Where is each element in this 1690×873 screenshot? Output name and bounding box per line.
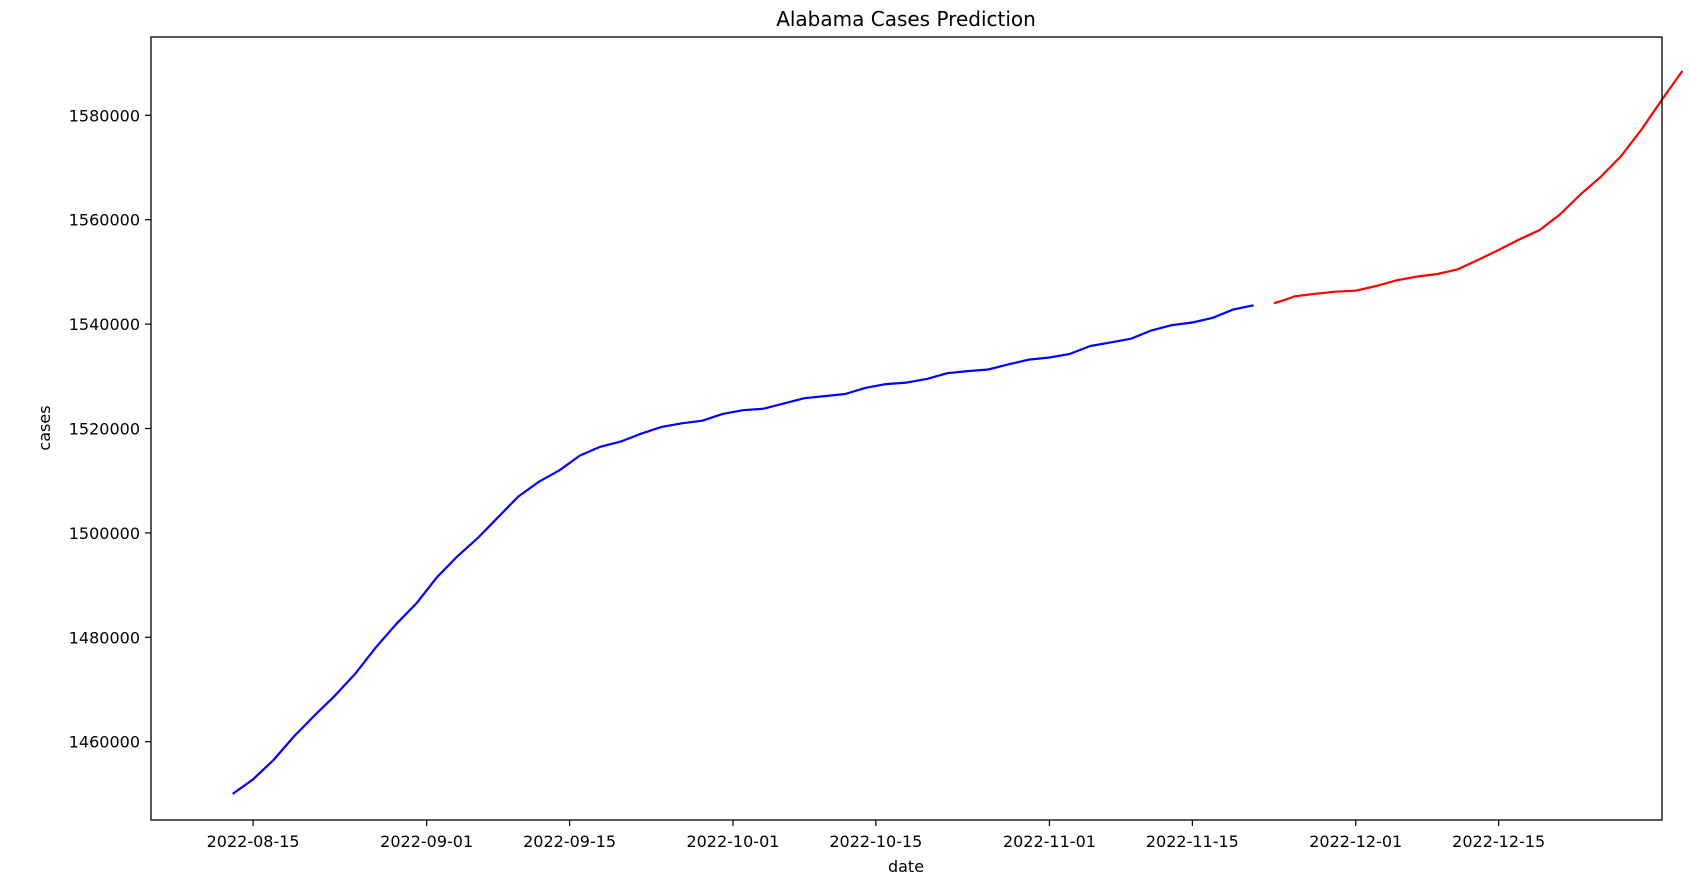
y-tick-label: 1580000 — [69, 106, 140, 125]
y-tick-label: 1540000 — [69, 315, 140, 334]
x-tick-label: 2022-11-15 — [1146, 832, 1239, 851]
plot-area — [151, 37, 1662, 820]
x-axis: 2022-08-15 2022-09-01 2022-09-15 2022-10-01… — [207, 820, 1545, 851]
y-tick-label: 1520000 — [69, 420, 140, 439]
y-axis: 1460000 1480000 1500000 1520000 1540000 15600… — [69, 106, 151, 752]
x-tick-label: 2022-12-01 — [1309, 832, 1402, 851]
y-tick-label: 1500000 — [69, 524, 140, 543]
x-tick-label: 2022-11-01 — [1003, 832, 1096, 851]
chart-title: Alabama Cases Prediction — [776, 7, 1036, 31]
y-tick-label: 1460000 — [69, 733, 140, 752]
x-tick-label: 2022-10-01 — [686, 832, 779, 851]
y-tick-label: 1560000 — [69, 211, 140, 230]
x-tick-label: 2022-09-01 — [380, 832, 473, 851]
y-axis-title: cases — [35, 405, 54, 450]
y-tick-label: 1480000 — [69, 628, 140, 647]
series-line-1 — [232, 304, 1254, 795]
series-layer — [232, 70, 1684, 795]
series-line-2 — [1273, 70, 1684, 305]
x-tick-label: 2022-12-15 — [1452, 832, 1545, 851]
x-axis-title: date — [888, 857, 924, 873]
x-tick-label: 2022-09-15 — [523, 832, 616, 851]
x-tick-label: 2022-10-15 — [829, 832, 922, 851]
x-tick-label: 2022-08-15 — [207, 832, 300, 851]
